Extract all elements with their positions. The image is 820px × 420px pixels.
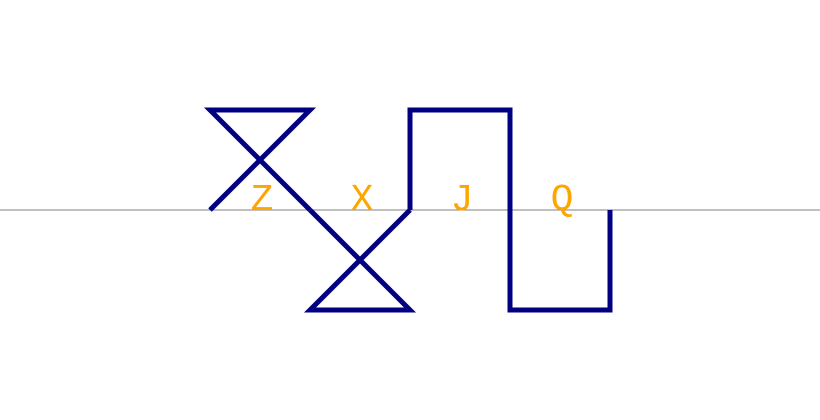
waveform-segment-x: [303, 208, 417, 313]
symbol-label-x: X: [351, 179, 374, 222]
waveform: [203, 107, 613, 313]
symbol-label-j: J: [451, 179, 474, 222]
symbol-label-z: Z: [251, 179, 274, 222]
waveform-segment-j: [407, 107, 513, 210]
waveform-segment-z: [203, 107, 317, 212]
waveform-segment-q: [507, 210, 613, 313]
symbol-labels: Z X J Q: [251, 179, 574, 222]
symbol-label-q: Q: [551, 179, 574, 222]
